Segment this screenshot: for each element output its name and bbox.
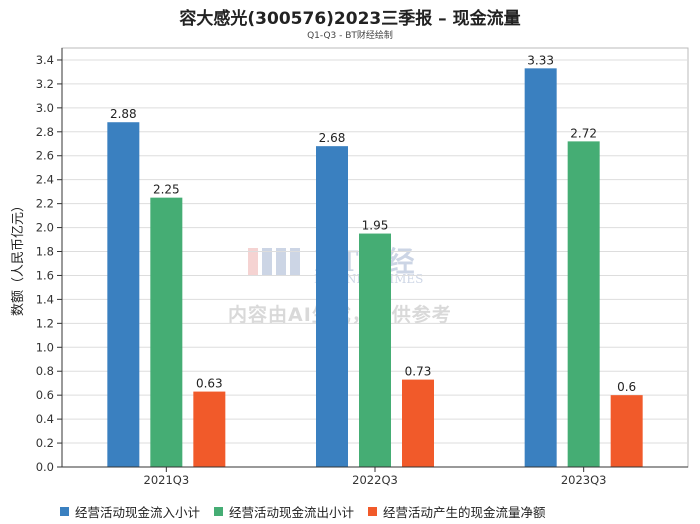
y-tick-label: 3.0 [36,101,54,115]
bars-layer [107,68,643,468]
x-tick-label: 2021Q3 [144,473,190,487]
chart-legend: 经营活动现金流入小计 经营活动现金流出小计 经营活动产生的现金流量净额 [60,502,546,520]
x-tick-label: 2022Q3 [352,473,398,487]
legend-item: 经营活动现金流入小计 [60,502,200,521]
y-tick-label: 1.8 [36,245,54,259]
y-axis-label: 数额（人民币亿元） [11,199,26,316]
y-tick-label: 0.2 [36,436,54,450]
x-tick-label: 2023Q3 [561,473,607,487]
y-tick-label: 3.2 [36,77,54,91]
legend-label: 经营活动产生的现金流量净额 [383,504,546,520]
bar [193,391,226,467]
y-tick-label: 1.6 [36,268,54,282]
y-tick-label: 2.8 [36,125,54,139]
chart-subtitle: Q1-Q3 - BT财经绘制 [307,31,393,41]
legend-swatch [60,506,69,516]
y-tick-label: 3.4 [36,53,54,67]
bar [107,122,140,468]
bar [402,379,434,467]
y-tick-label: 1.2 [36,316,54,330]
legend-item: 经营活动产生的现金流量净额 [368,502,546,521]
y-tick-label: 0.6 [36,388,54,402]
y-tick-label: 2.2 [36,197,54,211]
legend-label: 经营活动现金流入小计 [75,504,201,520]
data-label: 2.72 [570,126,597,140]
data-label: 0.6 [617,380,636,394]
y-tick-label: 2.4 [36,173,54,187]
data-label: 0.73 [405,365,432,379]
cash-flow-bar-chart: 2.88 2.25 0.63 2.68 1.95 0.73 3.33 2.72 0.6 0.0 0… [11,47,689,487]
chart-title: 容大感光(300576)2023三季报 – 现金流量 [179,9,521,29]
legend-swatch [214,506,224,516]
bar [567,141,600,467]
y-tick-label: 2.6 [36,149,54,163]
data-label: 2.88 [110,107,137,121]
data-label: 2.25 [153,183,180,197]
y-tick-label: 0.0 [36,460,54,474]
data-label: 3.33 [527,53,554,67]
y-tick-label: 1.4 [36,292,54,306]
y-tick-label: 0.8 [36,364,54,378]
bar [359,233,391,467]
y-tick-label: 0.4 [36,412,54,426]
bt-logo-icon [248,248,300,276]
data-label: 0.63 [196,377,223,391]
bar [610,395,643,467]
axis-layer: 0.00.20.40.60.81.01.21.41.61.82.02.22.42… [11,48,688,487]
data-labels-layer: 2.88 2.25 0.63 2.68 1.95 0.73 3.33 2.72 0.6 [110,53,636,394]
y-tick-label: 2.0 [36,221,54,235]
bar [150,197,183,467]
data-label: 2.68 [319,131,346,145]
legend-item: 经营活动现金流出小计 [214,502,354,521]
y-tick-label: 1.0 [36,340,54,354]
bar [524,68,557,467]
data-label: 1.95 [362,219,389,233]
bar [316,146,348,467]
legend-label: 经营活动现金流出小计 [229,504,355,520]
legend-swatch [368,506,378,516]
